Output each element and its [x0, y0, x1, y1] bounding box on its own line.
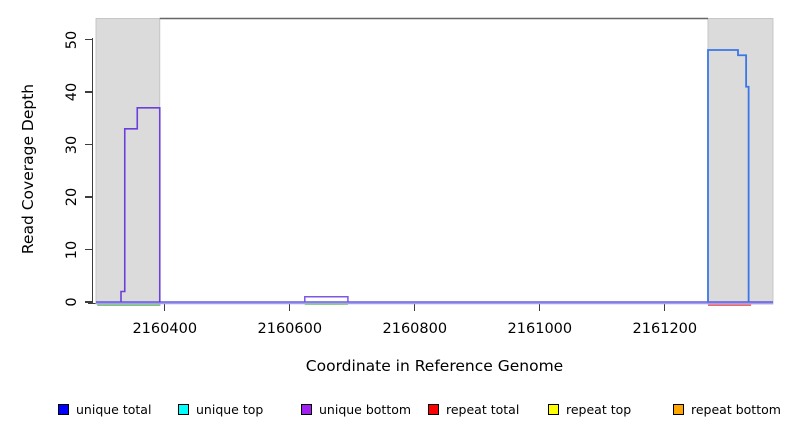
- y-tick-label-4: 40: [64, 82, 80, 102]
- x-tick-4: [664, 303, 666, 311]
- x-tick-3: [539, 303, 541, 311]
- legend-label: unique bottom: [319, 401, 412, 417]
- y-tick-label-3: 30: [64, 135, 80, 154]
- y-tick-label-2: 20: [64, 187, 80, 207]
- plot-canvas: [95, 17, 774, 306]
- series-unique-bottom-bump: [304, 296, 349, 302]
- legend-label: unique total: [76, 401, 152, 417]
- x-tick-label-3: 2161000: [507, 321, 573, 337]
- y-tick-label-0: 0: [64, 297, 80, 307]
- series-unique-total-right-peak: [707, 49, 750, 302]
- x-tick-1: [289, 303, 291, 311]
- legend: unique total unique top unique bottom repea…: [0, 399, 792, 423]
- legend-item-repeat-top: repeat top: [548, 399, 631, 419]
- series-unique-bottom-left-peak: [120, 106, 161, 302]
- x-axis-title: Coordinate in Reference Genome: [305, 357, 564, 375]
- y-axis-line: [92, 38, 94, 303]
- y-tick-label-1: 10: [64, 240, 80, 259]
- legend-label: repeat top: [566, 401, 632, 417]
- legend-item-repeat-bottom: repeat bottom: [673, 399, 781, 419]
- legend-label: repeat total: [446, 401, 520, 417]
- legend-label: unique top: [196, 401, 264, 417]
- x-tick-label-2: 2160800: [382, 321, 448, 337]
- y-tick-5: [85, 38, 92, 41]
- legend-swatch-repeat-total: [428, 403, 439, 415]
- y-tick-1: [85, 248, 92, 251]
- legend-item-unique-bottom: unique bottom: [301, 399, 411, 419]
- legend-item-unique-top: unique top: [178, 399, 263, 419]
- x-tick-label-1: 2160600: [257, 321, 323, 337]
- legend-swatch-unique-total: [58, 403, 69, 415]
- x-tick-label-0: 2160400: [132, 321, 198, 337]
- x-tick-label-4: 2161200: [632, 321, 698, 337]
- x-tick-2: [414, 303, 416, 311]
- y-tick-label-5: 50: [64, 30, 80, 49]
- legend-swatch-repeat-top: [548, 403, 559, 415]
- y-tick-3: [85, 143, 92, 146]
- legend-swatch-repeat-bottom: [673, 403, 684, 415]
- y-axis-title: Read Coverage Depth: [19, 83, 37, 255]
- repeat-region-band-0: [95, 18, 161, 305]
- legend-item-unique-total: unique total: [58, 399, 151, 419]
- legend-item-repeat-total: repeat total: [428, 399, 519, 419]
- repeat-region-band-1: [707, 18, 774, 305]
- legend-swatch-unique-bottom: [301, 403, 312, 415]
- y-tick-2: [85, 196, 92, 198]
- x-tick-0: [164, 303, 166, 311]
- y-tick-0: [85, 301, 92, 303]
- y-tick-4: [85, 91, 92, 93]
- legend-swatch-unique-top: [178, 403, 189, 415]
- legend-label: repeat bottom: [691, 401, 781, 417]
